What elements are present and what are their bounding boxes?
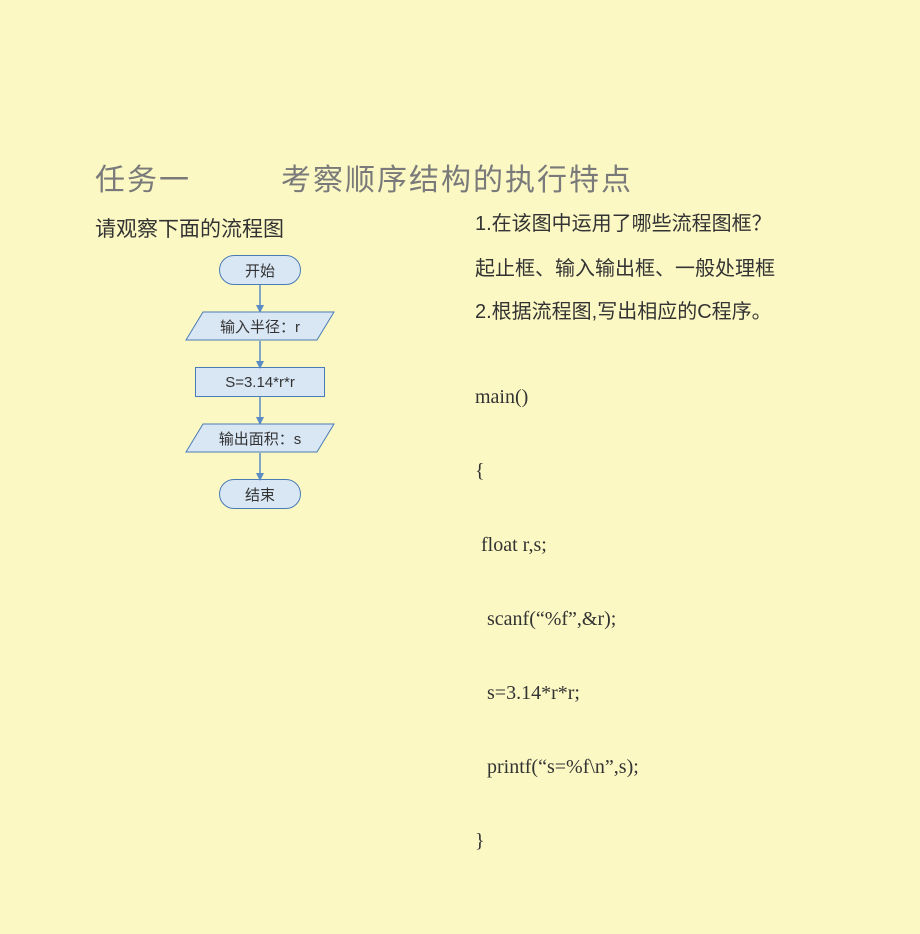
flow-output-text: 输出面积：s xyxy=(185,423,335,453)
flowchart: 开始 输入半径：r S=3.14*r*r 输出面积：s 结束 xyxy=(170,255,350,509)
question-1: 1.在该图中运用了哪些流程图框？ xyxy=(475,210,895,238)
code-line: main() xyxy=(475,379,895,416)
flow-arrow xyxy=(259,285,261,311)
flow-process: S=3.14*r*r xyxy=(195,367,325,397)
task-label: 任务一 xyxy=(95,155,191,199)
flow-input: 输入半径：r xyxy=(185,311,335,341)
code-line: s=3.14*r*r; xyxy=(475,675,895,712)
title-row: 任务一 考察顺序结构的执行特点 xyxy=(95,155,633,199)
code-line: printf(“s=%f\n”,s); xyxy=(475,749,895,786)
answer-1: 起止框、输入输出框、一般处理框 xyxy=(475,252,895,281)
flow-arrow xyxy=(259,397,261,423)
question-2: 2.根据流程图,写出相应的C程序。 xyxy=(475,295,895,324)
flow-arrow xyxy=(259,453,261,479)
flow-arrow xyxy=(259,341,261,367)
flow-start: 开始 xyxy=(219,255,301,285)
subtitle: 请观察下面的流程图 xyxy=(95,213,284,243)
right-column: 1.在该图中运用了哪些流程图框？ 起止框、输入输出框、一般处理框 2.根据流程图… xyxy=(475,210,895,934)
task-title: 考察顺序结构的执行特点 xyxy=(281,155,633,199)
code-line: float r,s; xyxy=(475,527,895,564)
code-line: } xyxy=(475,823,895,860)
code-line: { xyxy=(475,453,895,490)
flow-output: 输出面积：s xyxy=(185,423,335,453)
code-block: main() { float r,s; scanf(“%f”,&r); s=3.… xyxy=(475,342,895,934)
code-line: scanf(“%f”,&r); xyxy=(475,601,895,638)
flow-end: 结束 xyxy=(219,479,301,509)
flow-input-text: 输入半径：r xyxy=(185,311,335,341)
